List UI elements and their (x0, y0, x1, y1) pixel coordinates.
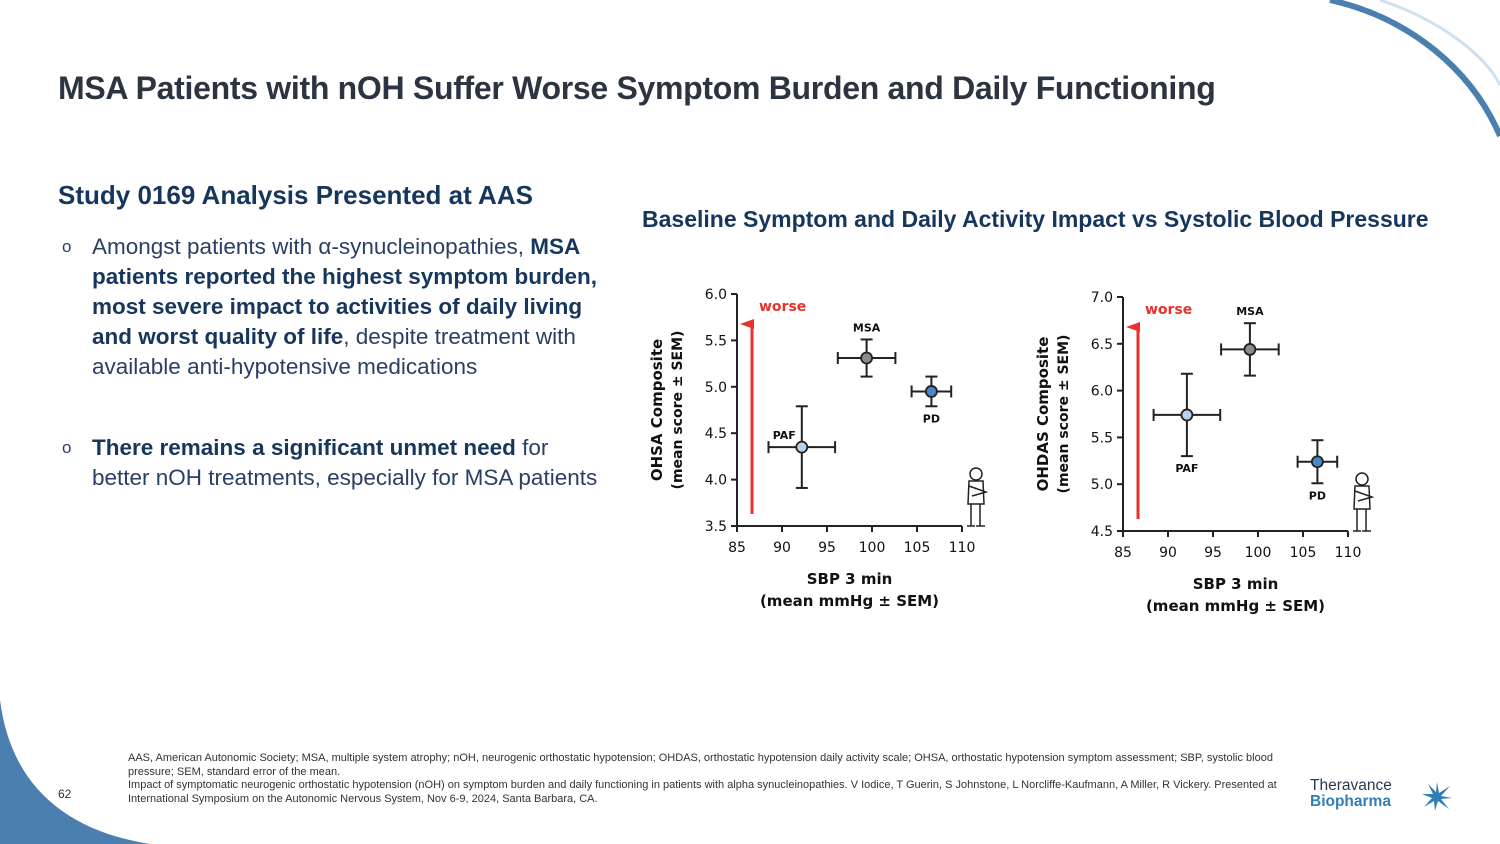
y-tick-label: 6.0 (705, 287, 727, 303)
x-tick-label: 100 (1245, 545, 1272, 561)
ohdas-chart: 4.5 5.0 5.5 6.0 6.5 7.0 85 90 95 100 105 110 SBP 3 m… (1034, 290, 1375, 615)
bullet-text-bold: MSA patients reported the highest sympto… (92, 234, 598, 349)
person-head (1355, 472, 1369, 486)
section-subheading: Study 0169 Analysis Presented at AAS (58, 180, 533, 210)
x-tick-label: 110 (949, 540, 976, 556)
y-tick-label: 5.0 (705, 380, 727, 396)
x-axis-label-units: (mean mmHg ± SEM) (1146, 597, 1325, 615)
x-tick-label: 105 (904, 540, 931, 556)
y-tick-label: 4.5 (705, 426, 727, 442)
logo-star-icon (1422, 782, 1452, 811)
y-tick-label: 4.5 (1091, 524, 1113, 540)
corner-swoosh-top-right-bg (1320, 0, 1500, 130)
data-point-pd: PD (1296, 439, 1339, 502)
data-point-msa: MSA (836, 321, 897, 378)
x-tick-label: 90 (1159, 545, 1177, 561)
x-tick-label: 95 (1204, 545, 1222, 561)
data-point-paf: PAF (1152, 372, 1222, 475)
person-body (1353, 485, 1371, 510)
corner-swoosh-bottom-left (0, 700, 150, 844)
point-label: PD (1309, 489, 1326, 502)
y-axis-label: OHDAS Composite (1034, 337, 1052, 492)
company-logo: Theravance Biopharma (1310, 777, 1452, 811)
x-tick-label: 95 (818, 540, 836, 556)
point-marker (1311, 455, 1324, 469)
y-tick-label: 3.5 (705, 519, 727, 535)
y-axis-label-units: (mean score ± SEM) (670, 331, 686, 490)
bullet-text: There remains a significant unmet need f… (92, 433, 602, 493)
y-tick-label: 5.5 (705, 333, 727, 349)
corner-swoosh-top-right (1329, 0, 1500, 138)
bullet-text-post: , despite treatment with available anti-… (92, 324, 576, 379)
slide-title: MSA Patients with nOH Suffer Worse Sympt… (58, 70, 1216, 106)
x-tick-label: 110 (1335, 545, 1362, 561)
x-tick-label: 105 (1290, 545, 1317, 561)
point-label: PD (923, 412, 940, 425)
point-label: PAF (773, 429, 796, 442)
bullet-text-post: for better nOH treatments, especially fo… (92, 435, 598, 490)
point-marker (1180, 408, 1194, 422)
point-label: MSA (1236, 305, 1264, 318)
point-label: PAF (1175, 462, 1198, 475)
person-arms (968, 485, 989, 497)
point-marker (860, 351, 873, 365)
point-marker (795, 440, 809, 454)
bullet-text-pre: Amongst patients with α-synucleinopathie… (92, 234, 531, 259)
point-label: MSA (853, 321, 881, 334)
x-axis-label: SBP 3 min (1193, 575, 1279, 593)
logo-line-2: Biopharma (1310, 793, 1391, 810)
bullet-marker: o (62, 237, 72, 256)
page-number: 62 (58, 787, 72, 801)
y-tick-label: 6.5 (1091, 337, 1113, 353)
y-axis-label-units: (mean score ± SEM) (1056, 335, 1072, 494)
chart-title: Baseline Symptom and Daily Activity Impa… (642, 206, 1429, 232)
footnote-abbreviations: AAS, American Autonomic Society; MSA, mu… (128, 752, 1273, 778)
x-tick-label: 85 (1114, 545, 1132, 561)
person-icon (967, 467, 989, 527)
x-tick-label: 100 (859, 540, 886, 556)
corner-swoosh-top-right-light (1379, 0, 1500, 86)
worse-label: worse (759, 299, 806, 315)
person-arms (1354, 490, 1375, 502)
x-tick-label: 85 (728, 540, 746, 556)
bullet-text: Amongst patients with α-synucleinopathie… (92, 232, 602, 382)
bullet-marker: o (62, 438, 72, 457)
y-tick-label: 5.0 (1091, 477, 1113, 493)
y-tick-label: 6.0 (1091, 384, 1113, 400)
person-legs (967, 504, 985, 527)
worse-label: worse (1145, 302, 1192, 318)
person-icon (1353, 472, 1375, 532)
ohsa-chart: 3.5 4.0 4.5 5.0 5.5 6.0 85 90 95 100 105 110 SBP 3 m… (648, 287, 989, 610)
footnote-citation: Impact of symptomatic neurogenic orthost… (128, 779, 1277, 805)
y-tick-label: 5.5 (1091, 430, 1113, 446)
data-point-msa: MSA (1220, 305, 1280, 377)
bullet-text-bold: There remains a significant unmet need (92, 435, 516, 460)
y-axis-label: OHSA Composite (648, 339, 666, 481)
logo-line-1: Theravance (1310, 777, 1392, 794)
person-body (967, 480, 985, 505)
point-marker (925, 385, 938, 398)
person-head (969, 467, 983, 481)
point-marker (1243, 343, 1257, 356)
data-point-paf: PAF (767, 405, 837, 489)
x-axis-label-units: (mean mmHg ± SEM) (760, 592, 939, 610)
person-legs (1353, 509, 1371, 532)
footnote: AAS, American Autonomic Society; MSA, mu… (128, 752, 1288, 806)
data-point-pd: PD (910, 375, 953, 425)
x-axis-label: SBP 3 min (807, 570, 893, 588)
x-tick-label: 90 (773, 540, 791, 556)
y-tick-label: 7.0 (1091, 290, 1113, 306)
y-tick-label: 4.0 (705, 473, 727, 489)
